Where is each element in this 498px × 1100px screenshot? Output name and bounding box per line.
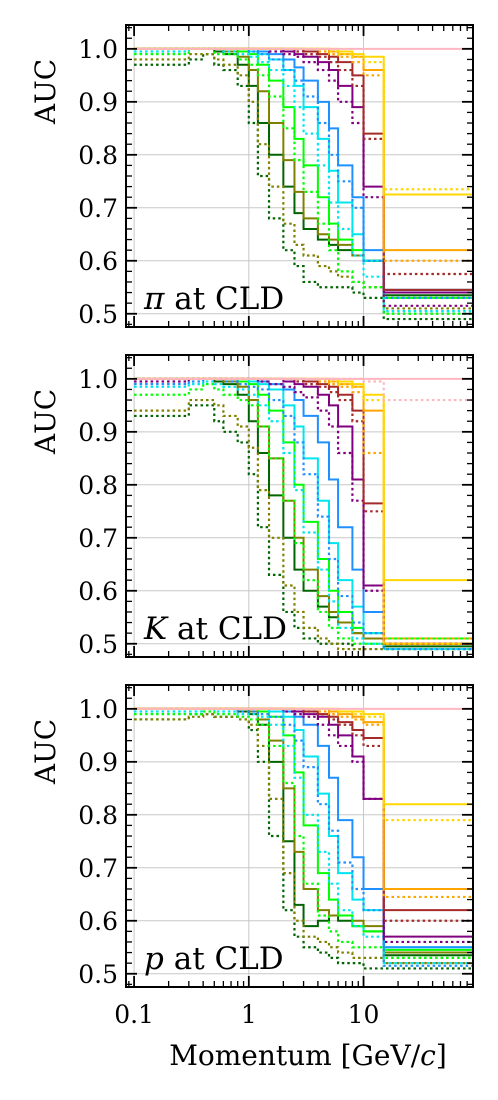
y-tick-label: 0.7 — [78, 524, 118, 553]
svg-text:Momentum [GeV/c]: Momentum [GeV/c] — [169, 1039, 447, 1072]
y-tick-label: 0.8 — [78, 471, 118, 500]
series-line-17-dotted — [134, 47, 473, 191]
y-axis-title: AUC — [29, 389, 62, 455]
series-line-5-dotted — [134, 710, 473, 959]
series-line-12-solid — [134, 47, 473, 291]
y-tick-label: 0.6 — [78, 907, 118, 936]
series-line-17-dotted — [134, 377, 473, 645]
panel-annotation: K at CLD — [143, 611, 287, 647]
panel-2: 0.5 0.6 0.7 0.8 0.9 1.0 0.1 1 10 AUC p at CLD — [29, 684, 474, 1029]
series-line-5-dotted — [134, 47, 473, 315]
x-tick-label: 0.1 — [114, 1000, 154, 1029]
y-tick-label: 0.9 — [78, 418, 118, 447]
series-line-11-dotted — [134, 47, 473, 307]
y-tick-label: 0.8 — [78, 141, 118, 170]
panel-annotation-particle: K — [143, 611, 169, 647]
series-line-5-dotted — [134, 383, 473, 651]
series-line-12-solid — [134, 377, 473, 645]
y-tick-label: 1.0 — [78, 695, 118, 724]
series-line-0-solid — [134, 377, 473, 648]
series-line-11-dotted — [134, 377, 473, 645]
series-line-8-solid — [134, 377, 473, 645]
series-group — [134, 377, 473, 651]
series-line-6-solid — [134, 377, 473, 645]
series-line-1-dotted — [134, 713, 473, 970]
y-tick-label: 0.5 — [78, 960, 118, 989]
x-tick-label: 10 — [348, 1000, 380, 1029]
series-line-15-dotted — [134, 377, 473, 640]
series-line-7-dotted — [134, 380, 473, 651]
series-line-16-solid — [134, 377, 473, 582]
series-line-10-solid — [134, 377, 473, 645]
panel-annotation-detector: at CLD — [167, 611, 287, 647]
series-line-7-dotted — [134, 707, 473, 965]
y-tick-label: 1.0 — [78, 365, 118, 394]
series-line-10-solid — [134, 47, 473, 294]
series-line-4-solid — [134, 377, 473, 640]
series-line-13-dotted — [134, 47, 473, 276]
panel-annotation: π at CLD — [143, 281, 284, 317]
y-axis-title: AUC — [29, 59, 62, 125]
series-line-10-solid — [134, 707, 473, 938]
series-line-0-solid — [134, 707, 473, 957]
y-tick-label: 0.7 — [78, 854, 118, 883]
series-line-4-solid — [134, 707, 473, 951]
x-axis-title-main: Momentum [GeV/ — [169, 1039, 421, 1072]
panel-annotation-particle: p — [144, 941, 164, 977]
series-line-14-solid — [134, 707, 473, 890]
panel-1: 0.5 0.6 0.7 0.8 0.9 1.0 AUC K at CLD — [29, 354, 474, 659]
y-tick-label: 0.5 — [78, 630, 118, 659]
series-line-2-solid — [134, 707, 473, 954]
series-line-8-solid — [134, 707, 473, 949]
series-line-16-solid — [134, 47, 473, 196]
panel-annotation-particle: π — [143, 281, 165, 317]
series-line-7-dotted — [134, 47, 473, 313]
series-line-8-solid — [134, 47, 473, 291]
series-line-14-solid — [134, 47, 473, 252]
series-line-9-dotted — [134, 377, 473, 651]
series-line-15-dotted — [134, 707, 473, 899]
series-line-2-solid — [134, 377, 473, 645]
series-line-2-solid — [134, 47, 473, 291]
series-group — [134, 707, 473, 970]
y-tick-label: 0.6 — [78, 577, 118, 606]
x-tick-label: 1 — [241, 1000, 257, 1029]
series-line-9-dotted — [134, 707, 473, 967]
y-tick-label: 0.8 — [78, 801, 118, 830]
series-line-6-solid — [134, 47, 473, 294]
series-line-19-dotted — [134, 377, 473, 402]
series-line-13-dotted — [134, 377, 473, 645]
panel-0: 0.5 0.6 0.7 0.8 0.9 1.0 AUC π at CLD — [29, 24, 474, 329]
panel-annotation-detector: at CLD — [164, 281, 284, 317]
panel-annotation: p at CLD — [144, 941, 284, 977]
y-tick-label: 1.0 — [78, 35, 118, 64]
series-line-3-dotted — [134, 713, 473, 965]
x-axis-title-close: ] — [436, 1039, 447, 1072]
y-axis-title: AUC — [29, 719, 62, 785]
panel-annotation-detector: at CLD — [164, 941, 284, 977]
y-tick-label: 0.9 — [78, 748, 118, 777]
series-line-14-solid — [134, 377, 473, 645]
series-line-1-dotted — [134, 53, 473, 321]
x-axis-title-italic: c — [420, 1039, 436, 1072]
series-group — [134, 47, 473, 321]
y-tick-label: 0.6 — [78, 247, 118, 276]
x-axis-title: Momentum [GeV/c] — [169, 1039, 447, 1072]
y-tick-label: 0.5 — [78, 300, 118, 329]
y-tick-label: 0.9 — [78, 88, 118, 117]
series-line-12-solid — [134, 707, 473, 912]
y-tick-label: 0.7 — [78, 194, 118, 223]
series-line-0-solid — [134, 47, 473, 297]
series-line-6-solid — [134, 707, 473, 949]
series-line-3-dotted — [134, 53, 473, 310]
